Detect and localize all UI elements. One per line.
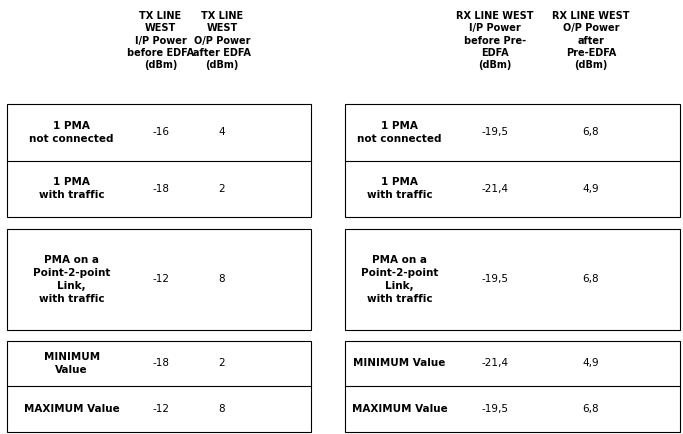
Text: PMA on a
Point-2-point
Link,
with traffic: PMA on a Point-2-point Link, with traffi…	[33, 255, 111, 304]
Text: MAXIMUM Value: MAXIMUM Value	[24, 404, 120, 414]
FancyBboxPatch shape	[7, 229, 311, 330]
Text: 2: 2	[219, 358, 225, 368]
Text: MINIMUM Value: MINIMUM Value	[353, 358, 446, 368]
Text: MINIMUM
Value: MINIMUM Value	[44, 352, 100, 375]
FancyBboxPatch shape	[7, 341, 311, 432]
Text: -18: -18	[152, 358, 169, 368]
Text: -12: -12	[152, 404, 169, 414]
Text: 1 PMA
not connected: 1 PMA not connected	[29, 121, 114, 144]
Text: -19,5: -19,5	[482, 404, 509, 414]
Text: 6,8: 6,8	[583, 127, 599, 138]
FancyBboxPatch shape	[345, 341, 680, 432]
Text: 1 PMA
with traffic: 1 PMA with traffic	[39, 177, 104, 201]
Text: -12: -12	[152, 274, 169, 285]
Text: 6,8: 6,8	[583, 274, 599, 285]
Text: 1 PMA
not connected: 1 PMA not connected	[357, 121, 442, 144]
Text: TX LINE
WEST
O/P Power
after EDFA
(dBm): TX LINE WEST O/P Power after EDFA (dBm)	[193, 11, 251, 70]
FancyBboxPatch shape	[7, 104, 311, 217]
Text: -16: -16	[152, 127, 169, 138]
Text: -21,4: -21,4	[482, 358, 509, 368]
Text: 8: 8	[219, 274, 225, 285]
Text: RX LINE WEST
O/P Power
after
Pre-EDFA
(dBm): RX LINE WEST O/P Power after Pre-EDFA (d…	[552, 11, 630, 70]
Text: 2: 2	[219, 184, 225, 194]
FancyBboxPatch shape	[345, 229, 680, 330]
Text: 1 PMA
with traffic: 1 PMA with traffic	[367, 177, 432, 201]
Text: 4,9: 4,9	[583, 358, 599, 368]
Text: 4,9: 4,9	[583, 184, 599, 194]
Text: 6,8: 6,8	[583, 404, 599, 414]
Text: -18: -18	[152, 184, 169, 194]
Text: -21,4: -21,4	[482, 184, 509, 194]
Text: RX LINE WEST
I/P Power
before Pre-
EDFA
(dBm): RX LINE WEST I/P Power before Pre- EDFA …	[456, 11, 534, 70]
Text: TX LINE
WEST
I/P Power
before EDFA
(dBm): TX LINE WEST I/P Power before EDFA (dBm)	[127, 11, 194, 70]
Text: 8: 8	[219, 404, 225, 414]
FancyBboxPatch shape	[345, 104, 680, 217]
Text: 4: 4	[219, 127, 225, 138]
Text: -19,5: -19,5	[482, 127, 509, 138]
Text: PMA on a
Point-2-point
Link,
with traffic: PMA on a Point-2-point Link, with traffi…	[361, 255, 438, 304]
Text: MAXIMUM Value: MAXIMUM Value	[352, 404, 447, 414]
Text: -19,5: -19,5	[482, 274, 509, 285]
